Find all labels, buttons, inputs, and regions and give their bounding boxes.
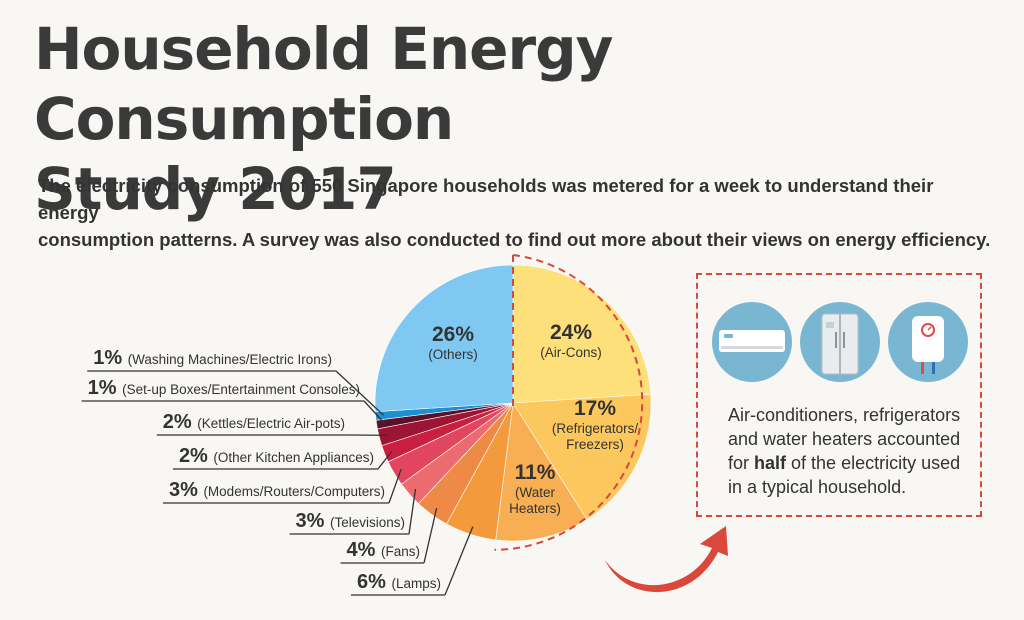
leader-line [388,468,402,504]
slice-percent-label: 3% [296,510,330,532]
slice-category-label: Heaters) [509,501,561,516]
pie-slice [374,264,514,413]
slice-category-label: (Refrigerators/ [552,421,639,436]
callout-box: Air-conditioners, refrigerators and wate… [696,273,982,517]
slice-percent-label: 26% [432,323,474,346]
outside-slice-label: 6% (Lamps) [357,571,441,593]
outside-slice-label: 3% (Modems/Routers/Computers) [169,479,385,501]
pie-slice [495,402,588,542]
leader-line [408,488,417,535]
slice-category-label: Freezers) [566,437,624,452]
inside-labels: 24%(Air-Cons) 17%(Refrigerators/Freezers)… [428,321,638,516]
highlight-dashed-arc [494,254,644,551]
pie-slice [512,264,652,404]
slice-category-label: (Water [515,485,556,500]
callout-text: Air-conditioners, refrigerators and wate… [728,403,968,499]
slice-category-label: (Other Kitchen Appliances) [213,450,374,465]
slice-category-label: (Kettles/Electric Air-pots) [197,416,345,431]
slice-category-label: (Fans) [381,544,420,559]
leader-line [363,400,386,424]
pie-slice [512,393,652,520]
subtitle-line-2: consumption patterns. A survey was also … [38,229,991,250]
leader-lines [81,370,474,596]
subtitle-line-1: The electricity consumption of 550 Singa… [38,175,934,223]
outside-slice-label: 3% (Televisions) [296,510,406,532]
title-line-1: Household Energy Consumption [34,15,613,153]
outside-slice-label: 1% (Set-up Boxes/Entertainment Consoles) [88,377,360,399]
slice-percent-label: 6% [357,571,391,593]
water-heater-icon [888,302,968,382]
slice-percent-label: 11% [515,461,556,484]
page-title: Household Energy Consumption Study 2017 [34,14,1024,224]
leader-line [423,508,438,564]
leader-line [377,450,393,470]
callout-text-bold: half [754,453,787,473]
outside-slice-label: 2% (Other Kitchen Appliances) [179,445,374,467]
slice-category-label: (Set-up Boxes/Entertainment Consoles) [122,382,360,397]
slice-category-label: (Modems/Routers/Computers) [203,484,385,499]
slice-percent-label: 17% [574,397,616,420]
leader-line [444,526,474,596]
slice-category-label: (Washing Machines/Electric Irons) [128,352,332,367]
title-line-2: Study 2017 [34,155,397,223]
curved-arrow-icon [605,526,728,593]
slice-percent-label: 2% [163,411,197,433]
slice-percent-label: 2% [179,445,213,467]
slice-percent-label: 1% [88,377,122,399]
leader-line [335,370,385,416]
slice-percent-label: 1% [93,347,127,369]
slice-percent-label: 4% [347,539,381,561]
slice-category-label: (Others) [428,347,478,362]
slice-percent-label: 24% [550,321,592,344]
outside-slice-label: 4% (Fans) [347,539,420,561]
refrigerator-icon [800,302,880,382]
page-subtitle: The electricity consumption of 550 Singa… [38,172,998,253]
outside-slice-label: 2% (Kettles/Electric Air-pots) [163,411,345,433]
slice-percent-label: 3% [169,479,203,501]
callout-text-after: of the electricity used in a typical hou… [728,453,961,497]
outside-slice-label: 1% (Washing Machines/Electric Irons) [93,347,332,369]
air-conditioner-icon [712,302,792,382]
slice-category-label: (Lamps) [391,576,441,591]
slice-category-label: (Air-Cons) [540,345,602,360]
callout-text-before: Air-conditioners, refrigerators and wate… [728,405,961,473]
outside-labels: 1% (Washing Machines/Electric Irons)1% (… [88,347,441,593]
slice-category-label: (Televisions) [330,515,405,530]
